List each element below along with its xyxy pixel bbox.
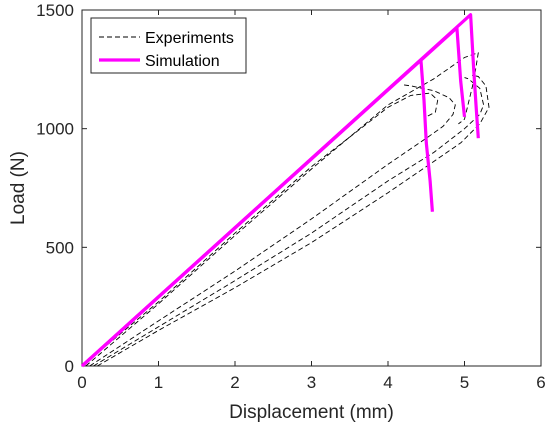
legend-label: Experiments [145,30,234,47]
x-tick-label: 3 [307,373,316,392]
axes: 0 1 2 3 4 5 6 0 500 1000 1500 [36,1,546,392]
x-tick-label: 6 [536,373,545,392]
experiment-curve-1 [81,92,439,367]
experiment-curve-5 [97,74,490,367]
y-tick-label: 0 [65,357,74,376]
x-tick-label: 5 [460,373,469,392]
legend: Experiments Simulation [90,17,247,74]
x-axis-title: Displacement (mm) [229,402,394,423]
y-tick-label: 500 [46,238,74,257]
y-axis-title: Load (N) [8,151,29,225]
simulation-curve-3 [80,13,480,368]
series-layer [80,13,490,368]
experiment-curve-3 [89,84,456,367]
y-tick-label: 1500 [36,1,74,20]
experiment-curve-2 [85,52,479,367]
legend-box [90,17,247,74]
x-tick-label: 1 [154,373,163,392]
experiment-curve-4 [93,77,485,367]
legend-label: Simulation [145,53,220,70]
x-tick-label: 4 [383,373,392,392]
y-tick-label: 1000 [36,120,74,139]
x-tick-label: 2 [230,373,239,392]
x-tick-label: 0 [77,373,86,392]
